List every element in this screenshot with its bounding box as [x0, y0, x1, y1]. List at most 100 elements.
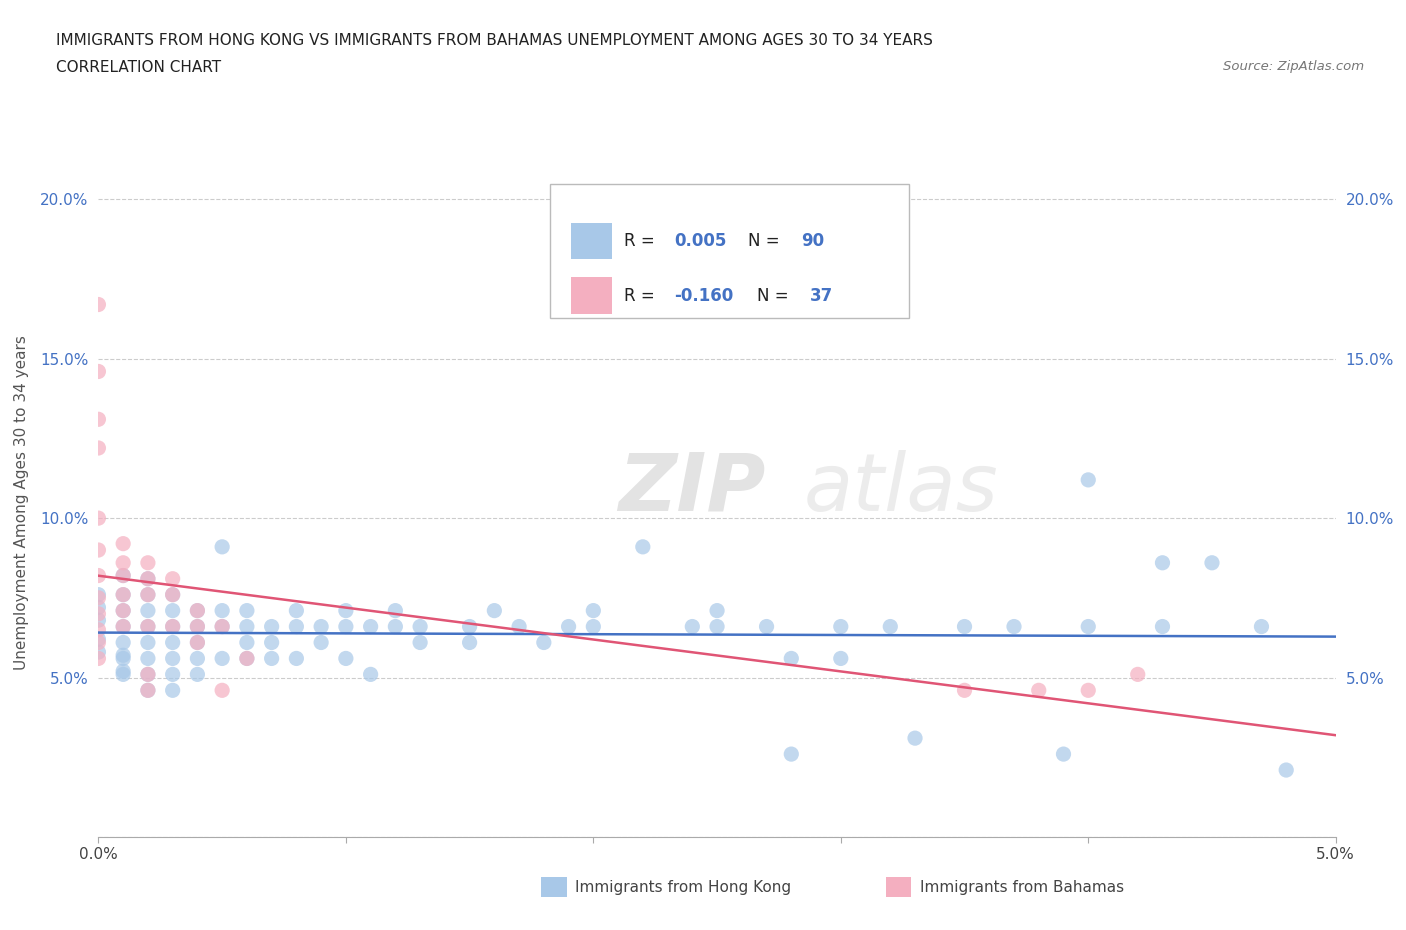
Point: [1152, 619, 1174, 634]
Point: [162, 587, 184, 602]
Point: [136, 587, 159, 602]
Point: [87, 587, 110, 602]
Point: [112, 667, 135, 682]
Point: [186, 635, 208, 650]
Point: [236, 635, 259, 650]
Point: [780, 651, 803, 666]
Point: [211, 619, 233, 634]
Point: [112, 568, 135, 583]
Point: [409, 619, 432, 634]
Point: [309, 619, 332, 634]
Point: [582, 619, 605, 634]
Point: [1002, 619, 1025, 634]
Point: [87, 364, 110, 379]
Point: [136, 619, 159, 634]
Point: [409, 635, 432, 650]
FancyBboxPatch shape: [550, 184, 908, 318]
Point: [211, 619, 233, 634]
Point: [360, 619, 382, 634]
FancyBboxPatch shape: [571, 222, 612, 259]
Text: R =: R =: [624, 286, 661, 305]
Point: [186, 667, 208, 682]
Point: [1275, 763, 1298, 777]
Point: [335, 651, 357, 666]
Point: [87, 631, 110, 646]
Point: [136, 683, 159, 698]
Point: [1028, 683, 1050, 698]
Point: [87, 606, 110, 621]
Point: [112, 648, 135, 663]
Text: atlas: atlas: [804, 450, 998, 528]
Point: [458, 619, 481, 634]
Text: -0.160: -0.160: [673, 286, 733, 305]
Text: 90: 90: [801, 232, 824, 250]
Point: [484, 604, 506, 618]
Point: [260, 651, 283, 666]
Point: [186, 604, 208, 618]
Point: [112, 587, 135, 602]
Point: [136, 619, 159, 634]
Point: [112, 555, 135, 570]
Point: [87, 600, 110, 615]
Point: [236, 604, 259, 618]
Point: [87, 542, 110, 557]
Point: [631, 539, 654, 554]
Text: Immigrants from Hong Kong: Immigrants from Hong Kong: [575, 880, 792, 895]
Point: [186, 619, 208, 634]
Point: [1077, 683, 1099, 698]
Point: [87, 635, 110, 650]
Point: [112, 604, 135, 618]
Text: Immigrants from Bahamas: Immigrants from Bahamas: [920, 880, 1123, 895]
Text: R =: R =: [624, 232, 661, 250]
Point: [112, 635, 135, 650]
Point: [533, 635, 555, 650]
Point: [236, 651, 259, 666]
Point: [112, 568, 135, 583]
Point: [112, 537, 135, 551]
FancyBboxPatch shape: [571, 277, 612, 314]
Text: 0.005: 0.005: [673, 232, 725, 250]
Point: [1052, 747, 1074, 762]
Point: [136, 604, 159, 618]
Text: N =: N =: [756, 286, 789, 305]
Point: [879, 619, 901, 634]
Text: IMMIGRANTS FROM HONG KONG VS IMMIGRANTS FROM BAHAMAS UNEMPLOYMENT AMONG AGES 30 : IMMIGRANTS FROM HONG KONG VS IMMIGRANTS …: [56, 33, 934, 47]
Point: [136, 571, 159, 586]
Point: [360, 667, 382, 682]
Point: [236, 651, 259, 666]
Point: [162, 667, 184, 682]
Point: [162, 619, 184, 634]
Point: [87, 511, 110, 525]
Point: [186, 619, 208, 634]
Point: [136, 667, 159, 682]
Point: [136, 651, 159, 666]
Point: [112, 604, 135, 618]
Point: [136, 555, 159, 570]
Point: [1152, 555, 1174, 570]
Point: [186, 651, 208, 666]
Point: [162, 635, 184, 650]
Point: [384, 604, 406, 618]
Point: [87, 622, 110, 637]
Point: [285, 619, 308, 634]
Point: [335, 619, 357, 634]
Point: [384, 619, 406, 634]
Point: [112, 664, 135, 679]
Text: CORRELATION CHART: CORRELATION CHART: [56, 60, 221, 75]
Point: [211, 651, 233, 666]
Point: [1077, 472, 1099, 487]
Point: [136, 587, 159, 602]
Point: [162, 604, 184, 618]
Point: [1126, 667, 1149, 682]
Point: [458, 635, 481, 650]
Point: [162, 571, 184, 586]
Point: [335, 604, 357, 618]
Point: [755, 619, 778, 634]
Point: [1250, 619, 1272, 634]
Text: N =: N =: [748, 232, 779, 250]
Point: [112, 587, 135, 602]
Point: [112, 619, 135, 634]
Point: [87, 644, 110, 659]
Point: [508, 619, 530, 634]
Text: 37: 37: [810, 286, 834, 305]
